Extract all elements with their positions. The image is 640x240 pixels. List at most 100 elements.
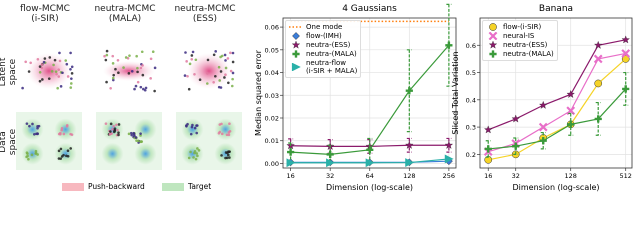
legend-entry: neutra-(ESS) <box>289 41 357 49</box>
particle <box>36 125 39 128</box>
particle <box>24 60 27 64</box>
particle <box>53 58 57 62</box>
particle <box>189 150 192 154</box>
series-line <box>488 52 626 153</box>
particle <box>184 51 187 54</box>
particle <box>109 130 112 133</box>
particle <box>65 124 69 128</box>
marker <box>292 32 300 40</box>
particle <box>66 75 70 78</box>
target-mode <box>134 118 157 141</box>
particle <box>142 87 145 91</box>
legend-entry: neutra-flow (i-SIR + MALA) <box>289 59 357 75</box>
column-title: flow-MCMC (i-SIR) <box>20 4 70 24</box>
y-tick-label: 0.01 <box>265 137 279 145</box>
particle <box>139 132 142 135</box>
particle <box>224 59 227 62</box>
particle <box>108 132 112 136</box>
particle <box>122 66 125 69</box>
legend-icon <box>488 41 498 49</box>
legend-label: flow-(IMH) <box>306 32 342 40</box>
particle <box>70 72 74 75</box>
marker <box>291 41 301 49</box>
particle <box>28 124 31 128</box>
target-mode <box>214 142 237 165</box>
particle <box>27 157 30 161</box>
particle <box>36 57 40 61</box>
particle <box>66 154 70 158</box>
particle <box>212 53 216 57</box>
legend-icon <box>289 26 303 28</box>
particle <box>69 86 73 89</box>
particle <box>189 132 193 136</box>
particle <box>231 60 235 64</box>
legend-label: Target <box>188 182 212 191</box>
legend-icon <box>292 32 300 40</box>
particle <box>212 80 215 84</box>
legend-label: neutra-(MALA) <box>503 50 554 58</box>
particle <box>66 149 70 153</box>
particle <box>219 86 223 89</box>
marker <box>326 150 334 158</box>
sample-images <box>16 49 242 170</box>
particle <box>225 156 229 160</box>
particle <box>224 66 228 70</box>
target-mode <box>181 142 204 165</box>
error-bar <box>540 131 546 150</box>
legend-entry: neutra-(ESS) <box>486 41 554 49</box>
particle <box>141 73 145 77</box>
legend-entry: One mode <box>289 23 357 31</box>
y-tick-label: 0.5 <box>466 69 476 77</box>
particle <box>230 84 234 88</box>
particle <box>127 72 131 75</box>
series-line <box>488 39 626 131</box>
particle <box>112 73 115 77</box>
particle <box>59 132 62 136</box>
particle <box>104 58 108 62</box>
legend-icon <box>488 32 498 40</box>
marker <box>511 114 520 123</box>
particle <box>111 54 115 58</box>
chart-title: 4 Gaussians <box>342 4 397 14</box>
particle <box>136 66 139 70</box>
particle <box>195 152 198 155</box>
particle <box>149 57 153 61</box>
particle <box>69 67 72 71</box>
particle <box>228 129 232 133</box>
particle <box>144 86 148 90</box>
particle <box>112 130 116 134</box>
particle <box>64 59 68 62</box>
particle <box>191 123 194 127</box>
marker <box>292 50 300 58</box>
legend-label: neural-IS <box>503 32 535 40</box>
plot-frame <box>282 17 457 169</box>
particle <box>65 62 69 66</box>
legend-icon <box>489 50 497 58</box>
particle <box>139 140 143 144</box>
x-tick-label: 32 <box>326 172 334 180</box>
marker <box>484 145 492 153</box>
particle <box>190 58 194 61</box>
particle <box>193 72 196 76</box>
marker <box>539 100 548 109</box>
particle <box>38 70 42 74</box>
figure: 4 Gaussians 0.00 0.01 0.02 0.03 0.04 0.05 0.06 1… <box>0 3 633 192</box>
marker <box>594 79 603 88</box>
particle <box>43 57 47 60</box>
particle <box>69 51 72 55</box>
particle <box>223 53 227 57</box>
particle <box>26 152 29 155</box>
particle <box>194 157 198 161</box>
particle <box>47 77 51 80</box>
particle <box>143 88 147 92</box>
particle <box>105 49 109 53</box>
particle <box>134 84 138 88</box>
marker <box>594 115 602 123</box>
particle <box>206 58 210 62</box>
marker <box>405 140 414 149</box>
particle <box>192 156 195 159</box>
particle <box>48 56 52 59</box>
legend-icon <box>291 63 301 71</box>
particle <box>220 122 223 126</box>
particle <box>38 79 42 83</box>
